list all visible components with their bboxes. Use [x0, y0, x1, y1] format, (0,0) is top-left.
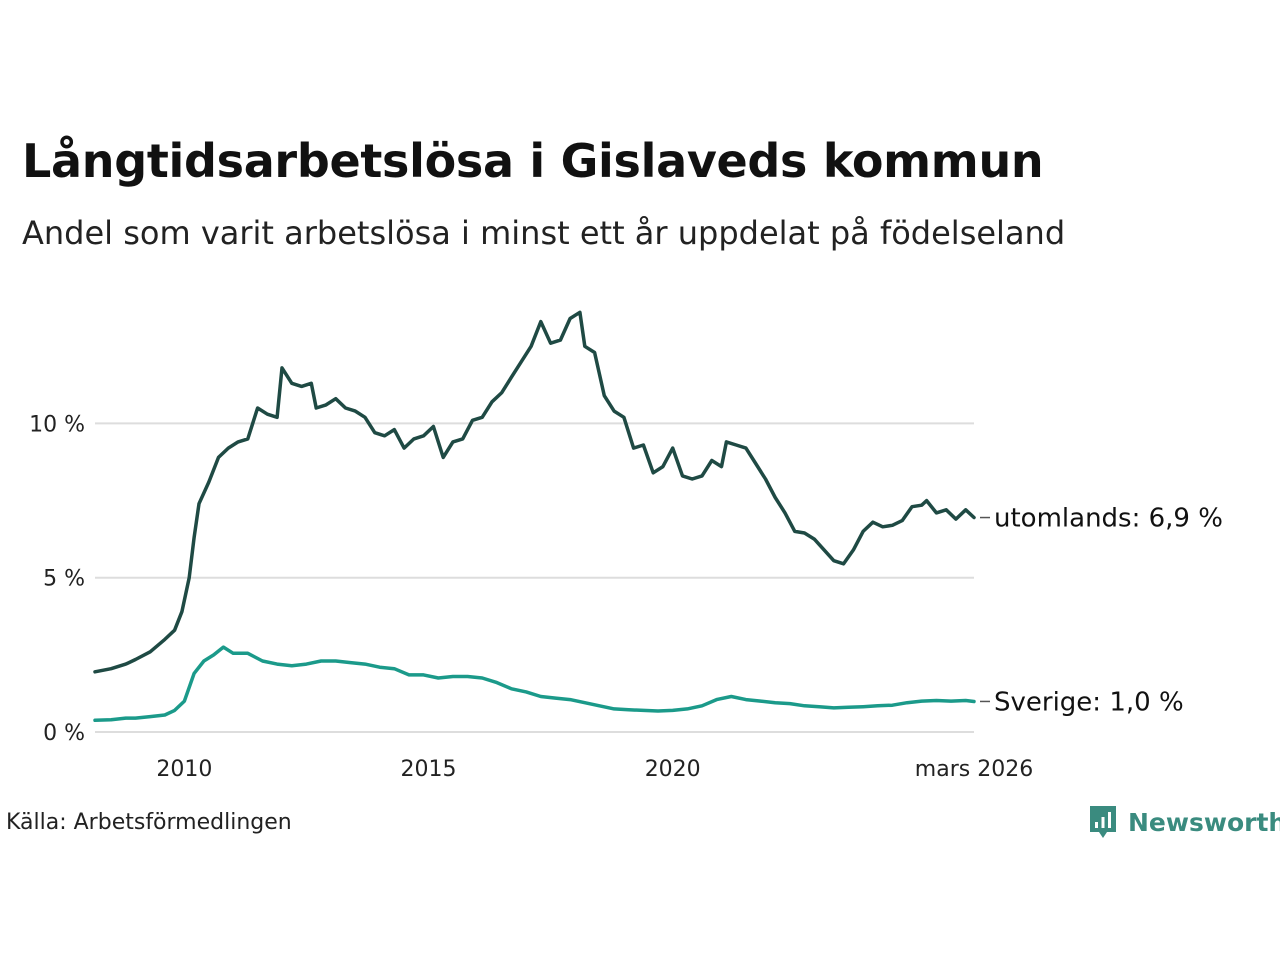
- end-label-sverige: Sverige: 1,0 %: [994, 687, 1184, 717]
- x-tick-label: 2015: [401, 757, 457, 782]
- newsworthy-logo-icon: [1090, 806, 1116, 838]
- page-subtitle: Andel som varit arbetslösa i minst ett å…: [22, 214, 1066, 252]
- gridlines: [95, 422, 974, 733]
- y-axis-ticks: 0 % 5 % 10 %: [29, 412, 85, 746]
- source-note: Källa: Arbetsförmedlingen: [6, 810, 292, 835]
- series-line-utomlands: [93, 310, 976, 674]
- brand-logo: Newsworthy: [1088, 804, 1280, 840]
- end-labels: utomlands: 6,9 % Sverige: 1,0 %: [980, 504, 1223, 717]
- series-lines: [93, 310, 976, 723]
- x-tick-label: mars 2026: [915, 757, 1033, 782]
- x-tick-label: 2020: [645, 757, 701, 782]
- y-tick-label: 0 %: [43, 721, 85, 746]
- page-title: Långtidsarbetslösa i Gislaveds kommun: [22, 134, 1044, 188]
- y-tick-label: 5 %: [43, 567, 85, 592]
- end-label-utomlands: utomlands: 6,9 %: [994, 504, 1223, 534]
- y-tick-label: 10 %: [29, 412, 85, 437]
- series-line-sverige: [93, 645, 976, 723]
- brand-name: Newsworthy: [1128, 807, 1280, 837]
- x-tick-label: 2010: [156, 757, 212, 782]
- x-axis-ticks: 2010 2015 2020 mars 2026: [156, 757, 1033, 782]
